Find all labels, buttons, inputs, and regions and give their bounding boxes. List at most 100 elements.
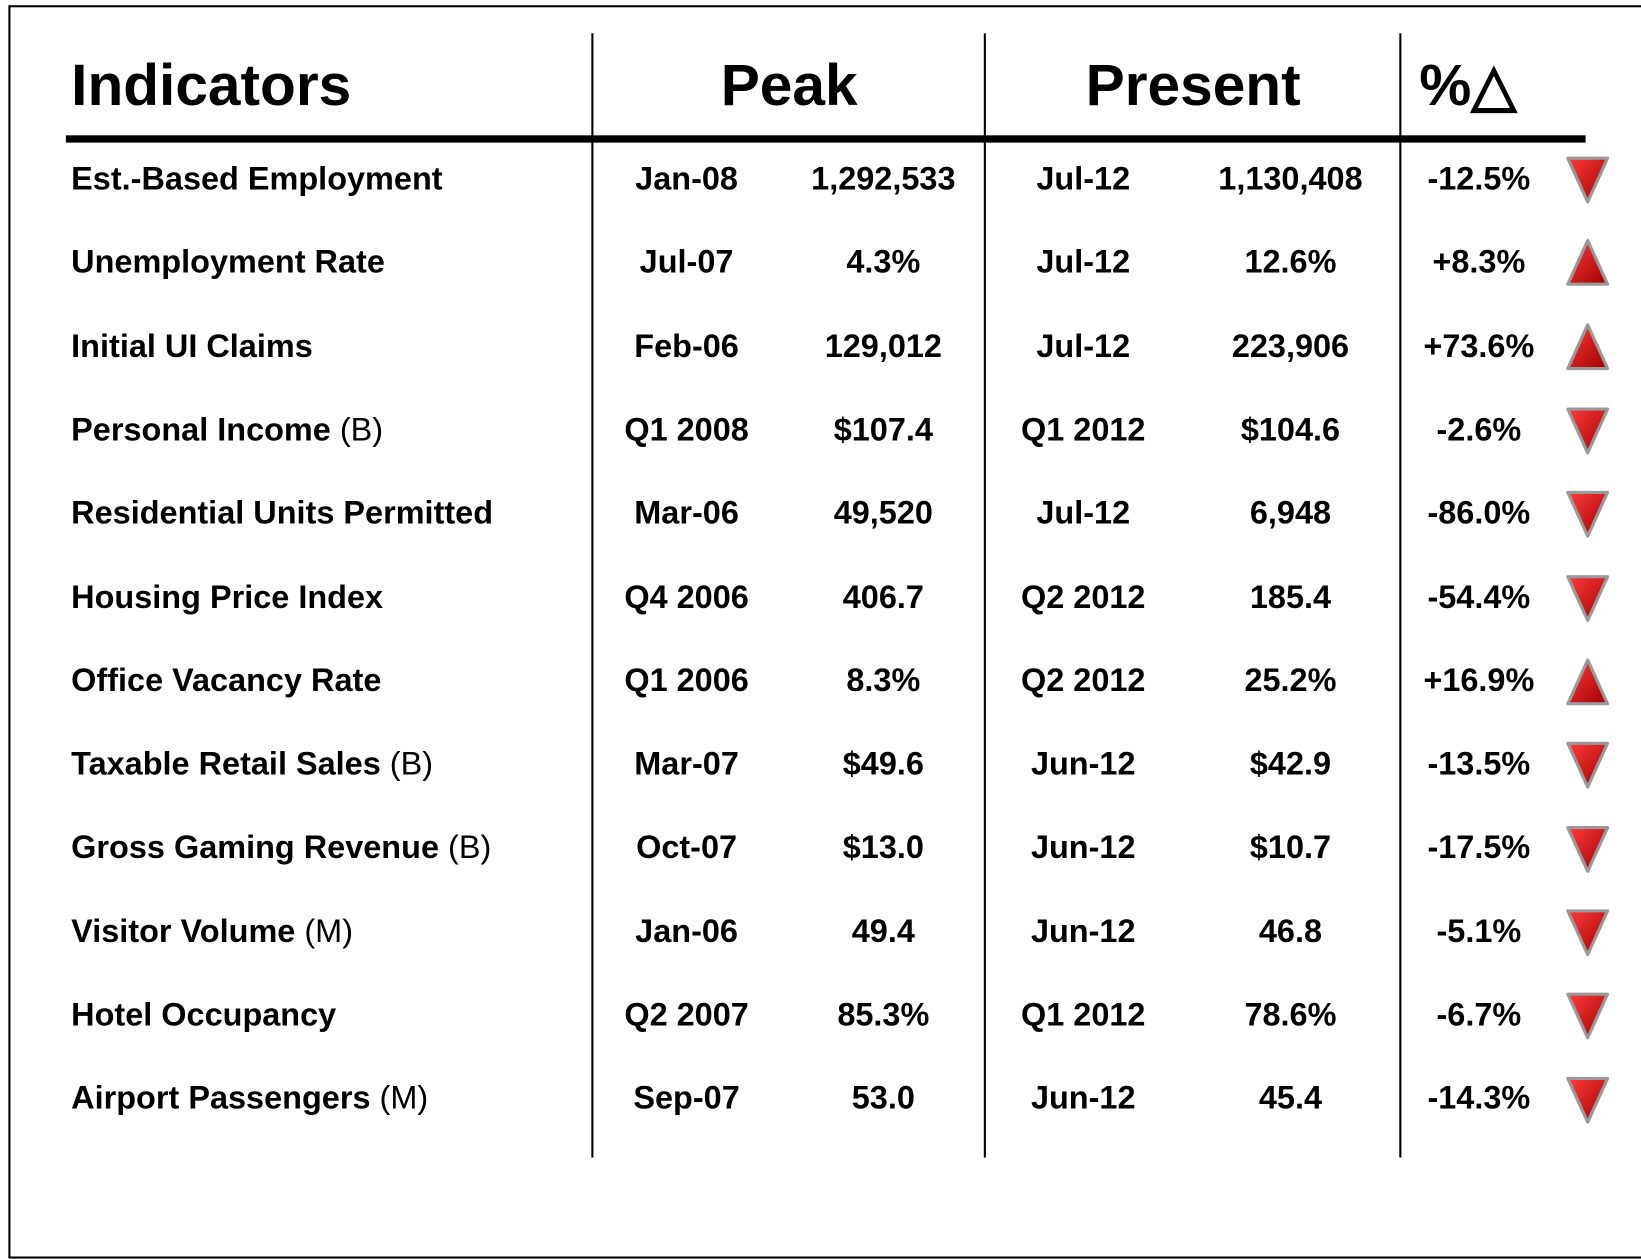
change: -86.0% — [1427, 494, 1531, 532]
change: +8.3% — [1432, 243, 1526, 281]
arrow-icons — [1566, 156, 1610, 1124]
indicator-name: Taxable Retail Sales — [71, 745, 381, 782]
indicator-unit: (B) — [448, 829, 492, 866]
indicator-unit: (M) — [304, 912, 354, 950]
header-change: %△ — [1419, 52, 1517, 118]
header-present: Present — [1085, 52, 1301, 118]
peak-value: 85.3% — [837, 996, 930, 1033]
peak-date: Q1 2006 — [624, 661, 749, 699]
present-date: Q2 2012 — [1020, 578, 1146, 615]
present-date: Jul-12 — [1036, 327, 1131, 364]
present-date: Jun-12 — [1030, 1079, 1136, 1117]
present-date: Q1 2012 — [1020, 996, 1146, 1033]
indicator-cell: Taxable Retail Sales (B) — [71, 743, 433, 785]
change: -5.1% — [1436, 912, 1522, 950]
down-arrow — [1566, 826, 1610, 873]
change: -6.7% — [1436, 996, 1522, 1033]
change: -14.3% — [1427, 1079, 1531, 1117]
change: -13.5% — [1427, 745, 1531, 782]
indicator-name: Gross Gaming Revenue — [71, 829, 439, 866]
indicator-cell: Visitor Volume (M) — [71, 911, 353, 953]
present-value: 6,948 — [1249, 494, 1332, 532]
indicator-cell: Office Vacancy Rate — [71, 660, 381, 702]
present-value: 45.4 — [1258, 1079, 1323, 1117]
indicator-unit: (M) — [379, 1079, 429, 1117]
change: -17.5% — [1427, 829, 1531, 866]
indicator-cell: Residential Units Permitted — [71, 493, 493, 535]
header-peak: Peak — [720, 52, 858, 118]
present-value: 1,130,408 — [1218, 160, 1363, 197]
indicator-name: Airport Passengers — [71, 1079, 371, 1117]
present-value: $10.7 — [1249, 829, 1332, 866]
peak-value: $107.4 — [833, 411, 933, 448]
header-rule — [65, 135, 1586, 143]
down-arrow — [1566, 741, 1610, 789]
present-date: Jul-12 — [1036, 160, 1131, 197]
indicator-name: Housing Price Index — [71, 578, 384, 615]
indicator-cell: Gross Gaming Revenue (B) — [71, 827, 491, 869]
indicator-unit: (B) — [389, 745, 434, 782]
peak-date: Q2 2007 — [624, 996, 749, 1033]
indicator-name: Unemployment Rate — [71, 243, 385, 281]
indicator-cell: Initial UI Claims — [71, 325, 313, 367]
arrows — [1566, 156, 1610, 1124]
present-value: $42.9 — [1249, 745, 1332, 782]
peak-value: $49.6 — [842, 745, 924, 782]
peak-date: Sep-07 — [633, 1079, 740, 1117]
change: +16.9% — [1423, 661, 1535, 699]
indicator-cell: Housing Price Index — [71, 576, 383, 618]
peak-value: 129,012 — [824, 327, 942, 364]
indicator-cell: Airport Passengers (M) — [71, 1078, 428, 1120]
present-date: Q1 2012 — [1020, 411, 1146, 448]
up-arrow — [1566, 323, 1610, 371]
present-date: Jun-12 — [1030, 912, 1136, 950]
peak-value: 1,292,533 — [811, 160, 956, 197]
column-divider — [1399, 33, 1402, 1158]
indicator-name: Office Vacancy Rate — [71, 661, 382, 699]
peak-date: Jul-07 — [639, 243, 734, 281]
indicator-name: Personal Income — [71, 411, 331, 448]
indicator-name: Initial UI Claims — [71, 327, 313, 364]
indicator-name: Residential Units Permitted — [71, 494, 494, 532]
down-arrow — [1566, 909, 1610, 957]
change: -54.4% — [1427, 578, 1531, 615]
indicator-name: Est.-Based Employment — [71, 160, 443, 197]
present-date: Q2 2012 — [1020, 661, 1146, 699]
peak-value: 8.3% — [846, 661, 921, 699]
change: -12.5% — [1427, 160, 1531, 197]
peak-date: Q4 2006 — [624, 578, 749, 615]
peak-date: Jan-06 — [635, 912, 738, 950]
present-date: Jun-12 — [1030, 829, 1136, 866]
up-arrow — [1566, 658, 1610, 706]
indicator-name: Visitor Volume — [71, 912, 296, 950]
down-arrow — [1566, 407, 1610, 455]
present-value: 46.8 — [1258, 912, 1323, 950]
indicator-cell: Est.-Based Employment — [71, 158, 442, 200]
indicator-cell: Hotel Occupancy — [71, 994, 336, 1036]
column-divider — [591, 33, 594, 1158]
peak-value: 53.0 — [851, 1079, 915, 1117]
peak-value: 4.3% — [846, 243, 921, 281]
change: +73.6% — [1423, 327, 1535, 364]
indicator-unit: (B) — [339, 411, 384, 448]
indicator-name: Hotel Occupancy — [71, 996, 337, 1033]
peak-date: Feb-06 — [634, 327, 739, 364]
peak-date: Q1 2008 — [624, 411, 749, 448]
down-arrow — [1566, 992, 1610, 1040]
indicator-cell: Unemployment Rate — [71, 242, 385, 284]
present-value: $104.6 — [1240, 411, 1341, 448]
peak-date: Jan-08 — [635, 160, 738, 197]
down-arrow — [1566, 490, 1610, 538]
down-arrow — [1566, 1076, 1610, 1124]
peak-value: 49,520 — [833, 494, 933, 532]
present-value: 12.6% — [1244, 243, 1337, 281]
present-date: Jun-12 — [1030, 745, 1136, 782]
down-arrow — [1566, 156, 1610, 204]
down-arrow — [1566, 575, 1610, 622]
peak-value: 406.7 — [842, 578, 924, 615]
peak-date: Oct-07 — [636, 829, 738, 866]
present-value: 78.6% — [1244, 996, 1337, 1033]
present-date: Jul-12 — [1036, 494, 1131, 532]
peak-value: $13.0 — [842, 829, 924, 866]
peak-date: Mar-06 — [634, 494, 739, 532]
